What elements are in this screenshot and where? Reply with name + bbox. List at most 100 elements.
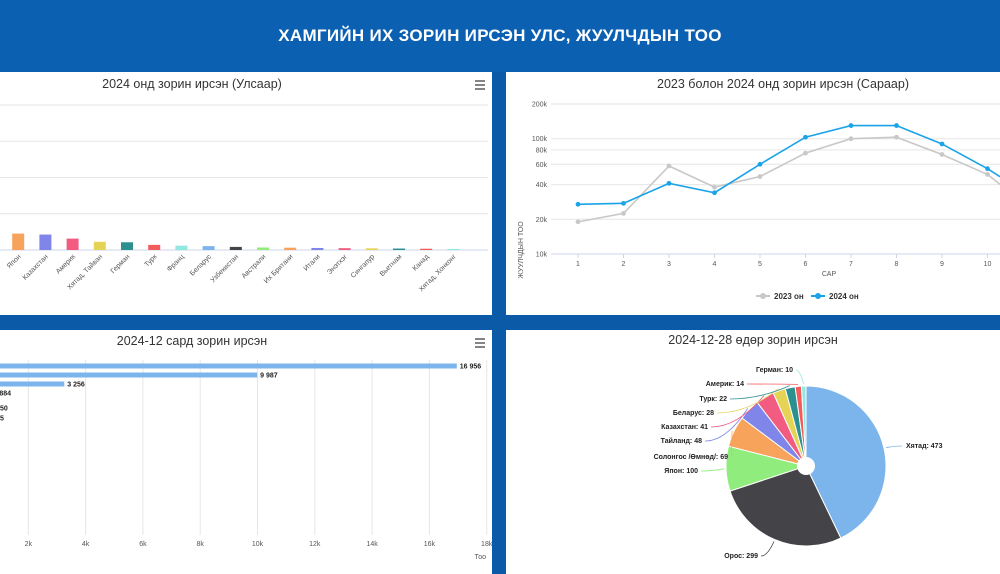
x-tick-label: 18k xyxy=(481,541,492,548)
data-point[interactable] xyxy=(894,123,899,128)
data-point[interactable] xyxy=(712,184,717,190)
country-bar-chart: 2024 онд зорин ирсэн (Улсаар) ХятадЯпонК… xyxy=(0,77,488,293)
pie-label: Хятад: 473 xyxy=(906,443,943,450)
data-point[interactable] xyxy=(848,123,854,128)
bar[interactable] xyxy=(0,372,258,378)
data-point[interactable] xyxy=(575,201,581,207)
pie-connector xyxy=(795,369,805,385)
bar[interactable] xyxy=(365,248,378,250)
x-tick-label: 2k xyxy=(25,541,33,548)
data-label: 9 987 xyxy=(260,373,278,380)
bar[interactable] xyxy=(284,247,297,250)
data-point[interactable] xyxy=(894,134,899,140)
x-tick-label: Казахстан xyxy=(22,253,50,281)
bar[interactable] xyxy=(0,381,65,387)
x-tick-label: Итали xyxy=(303,253,322,272)
pie-connector xyxy=(729,385,790,400)
series-line[interactable] xyxy=(577,124,988,206)
pie-slice[interactable] xyxy=(805,385,887,539)
x-tick-label: Энэтхэг xyxy=(326,253,349,276)
pie-slice[interactable] xyxy=(729,465,842,547)
chart-legend: 2023 он 2024 он xyxy=(756,292,859,301)
legend-label: 2024 он xyxy=(829,292,859,301)
x-axis-title: САР xyxy=(822,271,837,278)
pie-label: Турк: 22 xyxy=(699,396,727,403)
bar[interactable] xyxy=(393,248,405,250)
x-tick-label: 12k xyxy=(309,541,321,548)
pie-slice[interactable] xyxy=(800,385,807,467)
bar[interactable] xyxy=(0,363,457,369)
data-label: 16 956 xyxy=(460,364,482,371)
dashboard-header: ХАМГИЙН ИХ ЗОРИН ИРСЭН УЛС, ЖУУЛЧДЫН ТОО xyxy=(0,0,1000,72)
bar[interactable] xyxy=(311,247,324,250)
bar[interactable] xyxy=(66,238,79,250)
y-tick-label: 10k xyxy=(536,252,548,259)
data-point[interactable] xyxy=(848,136,854,142)
bar[interactable] xyxy=(420,248,433,250)
panel-day-pie-chart: 2024-12-28 өдөр зорин ирсэн Хятад: 473 Ор… xyxy=(506,330,1000,574)
x-tick-label: Сингапур xyxy=(350,253,376,279)
bar[interactable] xyxy=(121,242,133,250)
panel-country-bar-chart: 2024 онд зорин ирсэн (Улсаар) ХятадЯпонК… xyxy=(0,72,492,315)
y-tick-label: 40k xyxy=(536,182,548,189)
data-point[interactable] xyxy=(712,190,717,196)
x-tick-label: 6 xyxy=(804,261,808,268)
pie-connector xyxy=(704,408,749,442)
x-tick-label: Канад xyxy=(412,253,431,272)
x-tick-label: 4 xyxy=(713,261,717,268)
bar[interactable] xyxy=(257,247,269,250)
data-point[interactable] xyxy=(666,180,672,186)
data-point[interactable] xyxy=(621,200,626,206)
data-point[interactable] xyxy=(621,210,626,216)
data-point[interactable] xyxy=(803,134,808,140)
data-point[interactable] xyxy=(803,150,808,156)
y-tick-label: 80k xyxy=(536,147,548,154)
x-tick-label: 16k xyxy=(424,541,436,548)
bar[interactable] xyxy=(148,244,161,250)
bar[interactable] xyxy=(447,248,460,250)
x-tick-label: 10k xyxy=(252,541,264,548)
x-tick-label: Беларус xyxy=(189,253,213,277)
x-tick-label: Япон xyxy=(6,253,23,270)
x-tick-label: 7 xyxy=(849,261,853,268)
dashboard-title: ХАМГИЙН ИХ ЗОРИН ИРСЭН УЛС, ЖУУЛЧДЫН ТОО xyxy=(278,26,722,45)
bar[interactable] xyxy=(39,234,52,250)
pie-label: Тайланд: 48 xyxy=(661,437,702,445)
data-point[interactable] xyxy=(757,161,763,167)
bar[interactable] xyxy=(229,246,242,250)
pie-label: Солонгос /Өмнөд/: 69 xyxy=(654,454,728,461)
y-tick-label: 100k xyxy=(532,136,548,143)
series-line xyxy=(987,167,1000,178)
x-tick-label: Австрали xyxy=(241,253,268,280)
bar[interactable] xyxy=(12,233,25,250)
pie-label: Герман: 10 xyxy=(756,367,793,374)
x-tick-label: 2 xyxy=(622,261,626,268)
pie-connector xyxy=(730,430,733,458)
x-tick-label: 14k xyxy=(366,541,378,548)
bar[interactable] xyxy=(338,248,351,250)
bar[interactable] xyxy=(93,241,106,250)
x-tick-label: Америк xyxy=(55,253,78,276)
pie-label: Америк: 14 xyxy=(706,381,744,388)
hamburger-menu-icon[interactable] xyxy=(473,78,487,92)
x-tick-label: Узбекистан xyxy=(209,253,240,284)
legend-item-2023[interactable]: 2023 он xyxy=(756,292,804,301)
data-point[interactable] xyxy=(666,163,672,169)
legend-item-2024[interactable]: 2024 он xyxy=(811,292,859,301)
y-tick-label: 20k xyxy=(536,217,548,224)
data-point[interactable] xyxy=(575,219,581,225)
legend-label: 2023 он xyxy=(774,292,804,301)
x-axis-title: Тоо xyxy=(474,554,486,561)
data-point[interactable] xyxy=(939,141,945,147)
bar[interactable] xyxy=(202,246,215,250)
data-point[interactable] xyxy=(939,152,945,157)
x-tick-label: 1 xyxy=(576,261,580,268)
hamburger-menu-icon[interactable] xyxy=(473,336,487,350)
x-tick-label: 9 xyxy=(940,261,944,268)
pie-center-hole xyxy=(797,457,815,475)
bar[interactable] xyxy=(175,245,188,250)
pie-label: Казахстан: 41 xyxy=(661,424,708,431)
data-point[interactable] xyxy=(757,174,763,179)
monthly-line-chart: 2023 болон 2024 онд зорин ирсэн (Сараар)… xyxy=(518,77,1000,301)
series-line[interactable] xyxy=(577,136,988,223)
